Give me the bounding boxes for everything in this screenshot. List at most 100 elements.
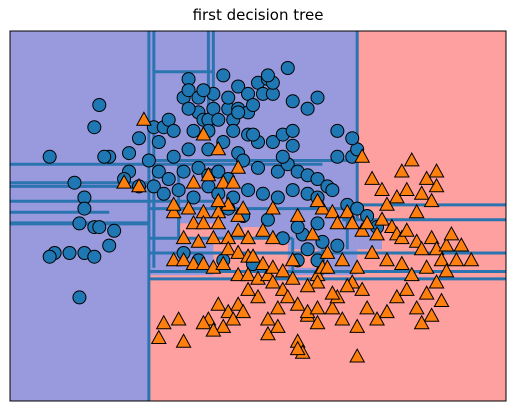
class1-point-22 <box>175 229 192 245</box>
class1-point-4 <box>116 174 133 189</box>
class1-point-15 <box>230 207 247 222</box>
class0-point-57 <box>211 164 226 179</box>
class0-point-1 <box>87 120 102 135</box>
class0-point-34 <box>231 105 246 120</box>
class0-point-108 <box>300 242 315 257</box>
class1-point-83 <box>463 251 480 267</box>
class0-point-2 <box>42 149 57 164</box>
class1-point-149 <box>210 214 227 230</box>
class0-point-18 <box>211 112 226 127</box>
class1-point-16 <box>235 200 252 215</box>
class1-point-55 <box>398 181 415 196</box>
class1-point-129 <box>413 314 430 330</box>
class1-point-36 <box>230 266 247 282</box>
class0-point-38 <box>226 123 241 138</box>
class1-point-24 <box>205 229 222 245</box>
class0-point-97 <box>107 223 122 238</box>
class1-point-114 <box>324 299 341 315</box>
class0-point-6 <box>131 131 146 146</box>
class1-point-108 <box>259 311 276 326</box>
class1-point-102 <box>210 296 227 311</box>
class1-point-41 <box>230 244 247 259</box>
class1-point-118 <box>369 311 386 326</box>
class1-point-30 <box>165 251 182 267</box>
class0-point-5 <box>122 146 137 161</box>
class1-point-17 <box>264 200 281 215</box>
class1-point-150 <box>210 192 227 208</box>
class1-point-71 <box>374 211 390 226</box>
class0-point-81 <box>270 190 285 205</box>
class1-point-21 <box>304 225 321 241</box>
class1-point-86 <box>403 266 420 282</box>
class0-point-49 <box>285 123 300 138</box>
class1-point-18 <box>289 207 306 222</box>
class1-point-126 <box>448 251 465 267</box>
class1-point-11 <box>180 200 197 215</box>
class1-point-125 <box>438 262 455 278</box>
class1-point-113 <box>309 314 326 330</box>
class0-point-120 <box>280 61 295 75</box>
class1-point-67 <box>344 214 361 230</box>
class1-point-94 <box>299 277 316 293</box>
class1-point-59 <box>428 177 445 193</box>
decision-region-2 <box>148 275 506 401</box>
class1-point-148 <box>319 244 336 259</box>
class0-point-124 <box>300 101 315 116</box>
class0-point-95 <box>102 238 117 253</box>
class0-point-102 <box>87 249 102 264</box>
class0-point-82 <box>285 183 300 198</box>
class1-point-50 <box>354 148 371 163</box>
class0-point-126 <box>330 123 345 138</box>
class1-point-35 <box>215 255 232 270</box>
class0-point-79 <box>241 183 256 198</box>
class1-point-152 <box>185 214 202 230</box>
class1-point-9 <box>225 174 242 189</box>
class1-point-29 <box>264 229 281 245</box>
class0-point-72 <box>146 179 161 194</box>
class1-point-90 <box>349 259 366 274</box>
class1-point-110 <box>279 288 296 304</box>
decision-region-8 <box>153 223 174 235</box>
class1-point-98 <box>250 288 266 304</box>
class1-point-0 <box>135 111 152 126</box>
class1-point-75 <box>398 222 415 237</box>
class0-point-32 <box>196 83 211 98</box>
class1-point-111 <box>289 296 306 311</box>
class0-point-4 <box>97 149 112 164</box>
class1-point-120 <box>388 288 405 304</box>
class1-point-65 <box>329 214 346 230</box>
split-lines <box>10 31 506 401</box>
class0-point-125 <box>310 90 325 105</box>
class1-point-134 <box>205 322 222 337</box>
class1-point-20 <box>309 192 326 208</box>
class1-point-6 <box>185 174 202 189</box>
class0-point-61 <box>270 164 285 179</box>
class1-point-33 <box>195 255 212 270</box>
class1-point-26 <box>230 222 247 237</box>
class0-point-127 <box>345 131 360 146</box>
class1-point-45 <box>264 259 281 274</box>
class1-point-153 <box>195 214 212 230</box>
class1-point-123 <box>418 285 435 300</box>
class1-point-7 <box>200 166 217 182</box>
class0-point-54 <box>176 164 191 179</box>
class1-point-53 <box>378 196 395 211</box>
class1-point-127 <box>433 292 450 307</box>
class1-point-46 <box>274 262 291 278</box>
class1-point-57 <box>413 185 430 200</box>
class0-point-60 <box>251 160 265 175</box>
class1-point-27 <box>240 229 257 245</box>
class0-point-80 <box>255 186 270 201</box>
class1-point-60 <box>393 163 410 178</box>
class1-point-44 <box>254 255 271 270</box>
class1-point-132 <box>150 329 167 344</box>
class1-point-28 <box>254 222 271 237</box>
class1-point-147 <box>349 348 366 363</box>
class1-point-145 <box>324 285 341 300</box>
class1-point-99 <box>240 281 257 296</box>
class1-point-2 <box>210 140 227 156</box>
class1-point-136 <box>269 318 286 333</box>
class1-point-104 <box>195 314 212 330</box>
class0-point-128 <box>275 149 290 164</box>
